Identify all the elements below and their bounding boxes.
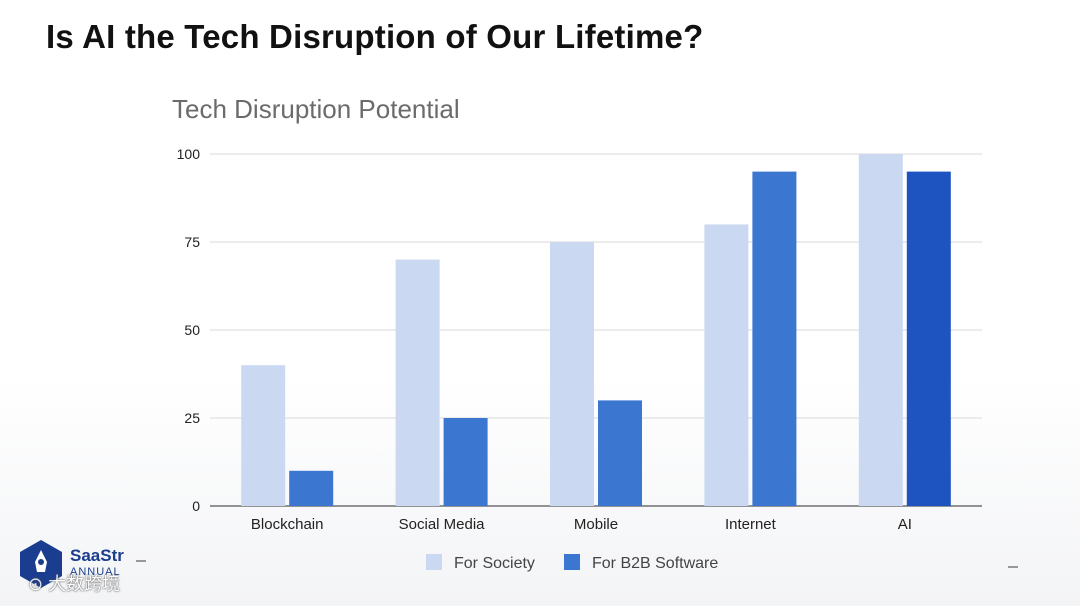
- chart-title: Tech Disruption Potential: [172, 94, 460, 124]
- x-category-label: Internet: [725, 516, 777, 533]
- bar-blockchain-for-b2b-software: [289, 470, 334, 506]
- bar-ai-for-b2b-software: [906, 171, 951, 506]
- divider-left: [136, 560, 146, 562]
- watermark-icon: ⊙: [28, 574, 49, 594]
- y-tick-label: 0: [192, 498, 200, 514]
- y-tick-label: 25: [184, 410, 200, 426]
- slide-title: Is AI the Tech Disruption of Our Lifetim…: [46, 18, 704, 55]
- x-category-label: AI: [898, 516, 912, 533]
- x-category-label: Mobile: [574, 516, 618, 533]
- x-category-label: Social Media: [399, 516, 486, 533]
- legend-swatch: [426, 554, 442, 570]
- legend-label: For B2B Software: [592, 555, 718, 572]
- y-tick-label: 100: [177, 146, 201, 162]
- legend-label: For Society: [454, 555, 535, 572]
- logo-wordmark: SaaStr: [70, 546, 124, 565]
- y-tick-label: 75: [184, 234, 200, 250]
- axis-labels: 0 25 50 75 100 Blockchain Social Media Mobile In…: [177, 146, 912, 533]
- bar-blockchain-for-society: [241, 365, 286, 506]
- bar-ai-for-society: [858, 154, 903, 506]
- gridlines: [210, 153, 982, 507]
- bar-social-media-for-society: [395, 259, 440, 506]
- bar-internet-for-b2b-software: [752, 171, 797, 506]
- logo-subtitle: ANNUAL: [70, 566, 121, 578]
- watermark: ⊙ 大数跨境: [28, 570, 120, 596]
- bar-mobile-for-society: [550, 242, 594, 506]
- x-category-label: Blockchain: [251, 516, 324, 533]
- saastr-rocket-icon: [20, 540, 62, 588]
- divider-right: [1008, 566, 1018, 568]
- bars: [241, 154, 951, 506]
- y-tick-label: 50: [184, 322, 200, 338]
- bar-social-media-for-b2b-software: [443, 418, 488, 506]
- saastr-logo: SaaStr ANNUAL: [18, 538, 148, 598]
- bar-mobile-for-b2b-software: [598, 400, 642, 506]
- legend: For Society For B2B Software: [426, 554, 718, 572]
- watermark-text: 大数跨境: [48, 574, 121, 594]
- legend-swatch: [564, 554, 580, 570]
- bar-internet-for-society: [704, 224, 749, 506]
